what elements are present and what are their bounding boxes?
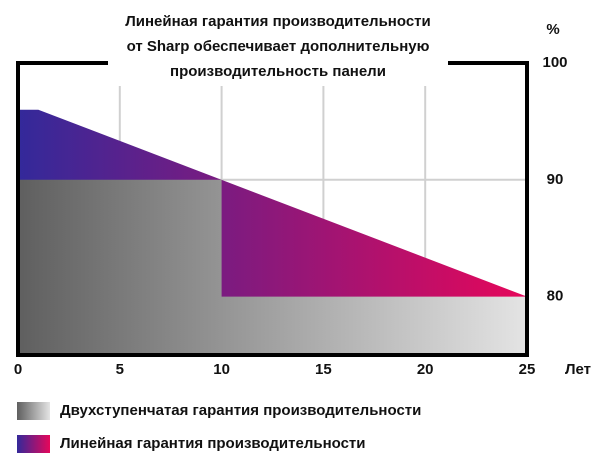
x-tick-label: 5: [116, 361, 124, 378]
areas: [18, 109, 527, 355]
chart-title: Линейная гарантия производительности: [125, 13, 431, 30]
x-tick-label: 0: [14, 361, 22, 378]
area: [18, 179, 527, 355]
x-tick-label: 15: [315, 361, 332, 378]
legend-label: Двухступенчатая гарантия производительно…: [60, 402, 421, 419]
y-tick-label: 90: [547, 171, 564, 188]
legend: Двухступенчатая гарантия производительно…: [17, 402, 421, 453]
title-background: [108, 8, 448, 86]
legend-swatch: [17, 435, 50, 453]
chart-title: производительность панели: [170, 63, 386, 80]
x-tick-label: 25: [519, 361, 536, 378]
x-tick-label: 10: [213, 361, 230, 378]
y-axis-label: %: [546, 21, 559, 38]
x-axis-label: Лет: [565, 361, 591, 378]
y-tick-label: 80: [547, 288, 564, 305]
chart-title: от Sharp обеспечивает дополнительную: [127, 38, 430, 55]
y-tick-label: 100: [542, 54, 567, 71]
x-tick-label: 20: [417, 361, 434, 378]
legend-label: Линейная гарантия производительности: [60, 435, 366, 452]
tick-labels: 0 5 10 15 20 25 80 90 100: [14, 54, 568, 378]
legend-swatch: [17, 402, 50, 420]
